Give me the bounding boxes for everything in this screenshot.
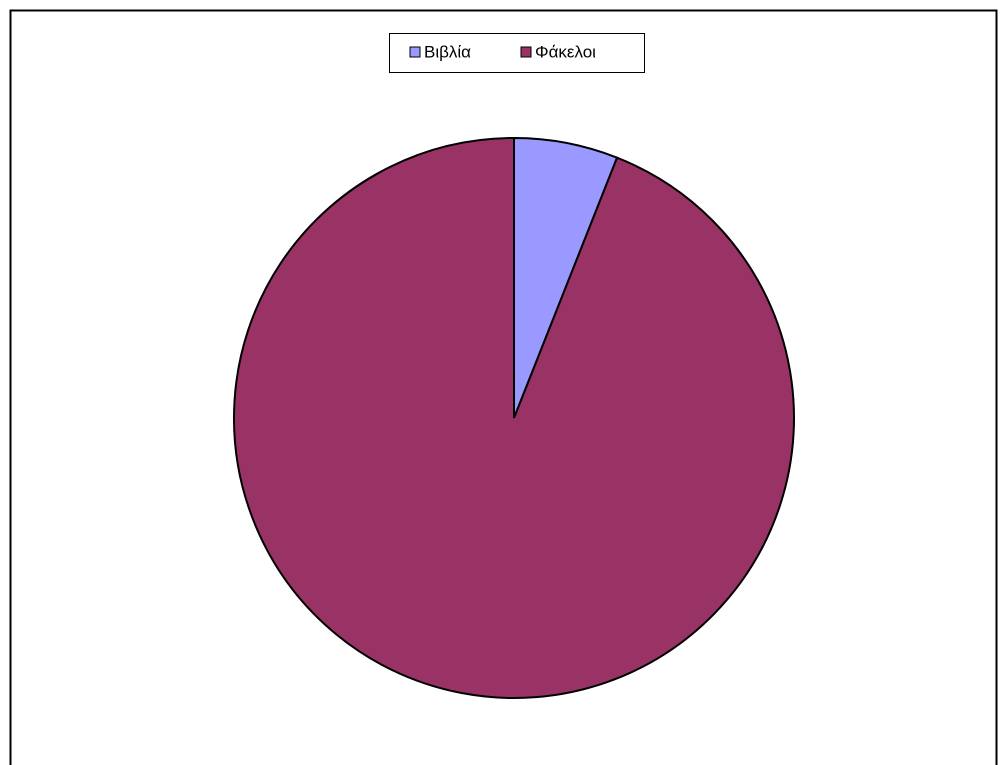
legend-label: Φάκελοι: [535, 42, 596, 61]
legend-swatch: [520, 46, 532, 58]
pie-slice: [233, 136, 795, 699]
legend-label: Βιβλία: [424, 42, 471, 61]
legend-box: [389, 33, 645, 73]
legend-swatch: [409, 46, 421, 58]
